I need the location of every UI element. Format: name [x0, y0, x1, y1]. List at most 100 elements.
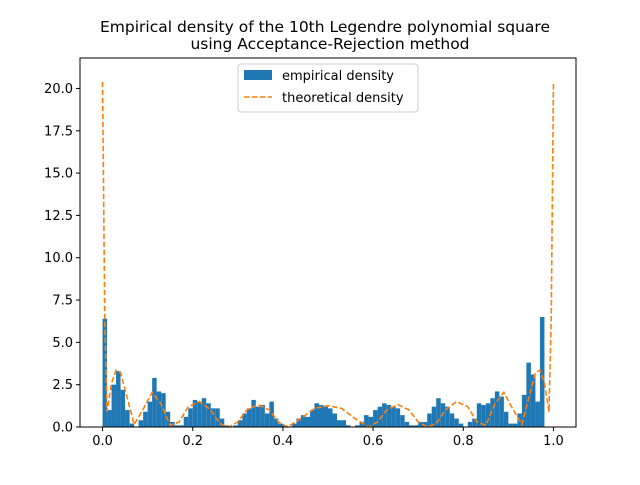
- histogram-bar: [490, 398, 495, 427]
- histogram-bar: [237, 420, 243, 427]
- histogram-bar: [332, 413, 338, 427]
- histogram-bar: [499, 396, 504, 427]
- histogram-bar: [147, 401, 153, 427]
- histogram-bar: [264, 413, 270, 427]
- histogram-bar: [422, 421, 428, 427]
- histogram-bar: [107, 410, 112, 427]
- histogram-bar: [355, 425, 360, 427]
- x-tick-label: 0.6: [363, 434, 384, 449]
- histogram-bar: [476, 403, 482, 427]
- histogram-bar: [413, 425, 419, 427]
- histogram-bar: [526, 362, 531, 427]
- histogram-bar: [125, 410, 130, 427]
- histogram-bar: [206, 403, 211, 427]
- histogram-bar: [535, 401, 540, 427]
- y-tick-label: 7.5: [52, 294, 73, 309]
- histogram-bar: [179, 425, 184, 427]
- x-axis-ticks: 0.0 0.2 0.4 0.6 0.8 1.0: [92, 427, 564, 449]
- x-tick-label: 0.8: [453, 434, 474, 449]
- histogram-bar: [192, 399, 198, 427]
- histogram-bar: [156, 391, 162, 427]
- theoretical-line: [101, 81, 555, 428]
- histogram-bar: [305, 416, 310, 427]
- histogram-bar: [233, 425, 238, 427]
- histogram-bar: [116, 371, 121, 427]
- histogram-bar: [314, 403, 319, 427]
- histogram-bar: [539, 316, 545, 427]
- histogram-bar: [102, 318, 108, 427]
- histogram-bar: [224, 425, 229, 427]
- histogram-bars: [102, 316, 545, 427]
- histogram-bar: [318, 405, 324, 427]
- histogram-bar: [521, 394, 527, 427]
- histogram-bar: [359, 421, 365, 427]
- histogram-bar: [373, 410, 378, 427]
- y-tick-label: 5.0: [52, 336, 73, 351]
- histogram-bar: [328, 408, 333, 427]
- histogram-bar: [143, 411, 148, 427]
- histogram-bar: [530, 374, 536, 427]
- histogram-bar: [368, 416, 374, 427]
- histogram-bar: [255, 406, 261, 427]
- histogram-bar: [364, 415, 369, 427]
- legend-label-theoretical: theoretical density: [282, 91, 404, 106]
- x-tick-label: 0.4: [273, 434, 294, 449]
- histogram-bar: [152, 377, 157, 427]
- histogram-bar: [481, 405, 486, 427]
- histogram-bar: [346, 425, 351, 427]
- legend-label-empirical: empirical density: [282, 69, 394, 84]
- histogram-bar: [174, 425, 180, 427]
- histogram-bar: [485, 403, 491, 427]
- histogram-bar: [418, 421, 423, 427]
- histogram-bar: [246, 408, 252, 427]
- histogram-bar: [449, 413, 455, 427]
- histogram-bar: [377, 406, 383, 427]
- histogram-bar: [201, 398, 207, 427]
- chart-title-line1: Empirical density of the 10th Legendre p…: [100, 18, 550, 36]
- histogram-bar: [445, 406, 450, 427]
- histogram-bar: [467, 421, 473, 427]
- histogram-bar: [440, 403, 446, 427]
- y-tick-label: 15.0: [44, 167, 73, 182]
- y-tick-label: 2.5: [52, 378, 73, 393]
- histogram-bar: [503, 411, 509, 427]
- histogram-bar: [395, 408, 401, 427]
- histogram-bar: [260, 405, 265, 427]
- histogram-bar: [386, 405, 392, 427]
- chart-title-line2: using Acceptance-Rejection method: [190, 35, 469, 53]
- histogram-bar: [251, 399, 256, 427]
- legend: empirical density theoretical density: [237, 63, 419, 113]
- histogram-bar: [197, 401, 202, 427]
- histogram-bar: [273, 418, 279, 427]
- x-tick-label: 1.0: [543, 434, 564, 449]
- legend-box: [237, 63, 419, 113]
- legend-swatch-empirical: [244, 70, 272, 80]
- histogram-bar: [337, 420, 342, 427]
- histogram-bar: [183, 416, 189, 427]
- histogram-bar: [341, 420, 347, 427]
- histogram-bar: [111, 384, 117, 427]
- histogram-bar: [242, 413, 247, 427]
- histogram-bar: [138, 420, 144, 427]
- histogram-bar: [494, 391, 500, 427]
- theoretical-density-line: [101, 81, 555, 428]
- y-tick-label: 17.5: [44, 124, 73, 139]
- histogram-bar: [391, 406, 396, 427]
- histogram-bar: [404, 421, 410, 427]
- y-tick-label: 0.0: [52, 421, 73, 436]
- y-tick-label: 12.5: [44, 209, 73, 224]
- y-tick-label: 10.0: [44, 251, 73, 266]
- histogram-bar: [291, 423, 297, 427]
- histogram-bar: [300, 415, 306, 427]
- histogram-bar: [431, 406, 437, 427]
- histogram-bar: [458, 423, 464, 427]
- x-tick-label: 0.2: [182, 434, 203, 449]
- x-tick-label: 0.0: [92, 434, 113, 449]
- histogram-bar: [210, 408, 216, 427]
- histogram-bar: [309, 410, 315, 427]
- histogram-bar: [508, 423, 513, 427]
- histogram-bar: [454, 418, 459, 427]
- histogram-bar: [129, 423, 135, 427]
- histogram-bar: [323, 406, 328, 427]
